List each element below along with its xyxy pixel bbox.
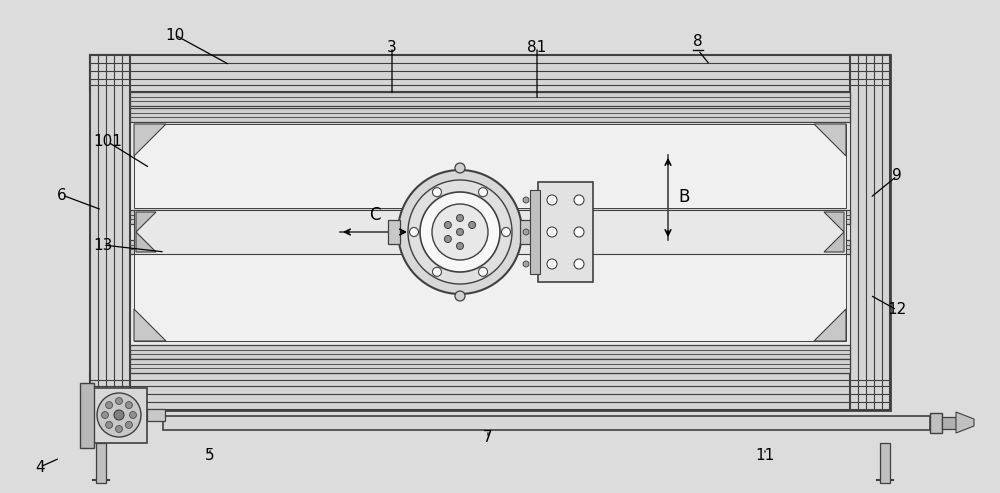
Text: 8: 8 bbox=[693, 35, 703, 49]
Text: 13: 13 bbox=[93, 238, 113, 252]
Bar bbox=[90, 55, 890, 410]
Circle shape bbox=[420, 192, 500, 272]
Circle shape bbox=[116, 425, 122, 432]
Circle shape bbox=[523, 197, 529, 203]
Circle shape bbox=[410, 227, 418, 237]
Circle shape bbox=[455, 291, 465, 301]
Circle shape bbox=[547, 259, 557, 269]
Bar bbox=[90, 373, 890, 410]
Bar bbox=[130, 92, 850, 373]
Circle shape bbox=[398, 170, 522, 294]
Polygon shape bbox=[956, 412, 974, 433]
Text: 5: 5 bbox=[205, 448, 215, 462]
Polygon shape bbox=[136, 212, 156, 232]
Text: 10: 10 bbox=[165, 28, 185, 42]
Circle shape bbox=[502, 227, 511, 237]
Circle shape bbox=[444, 236, 451, 243]
Circle shape bbox=[456, 214, 464, 221]
Circle shape bbox=[106, 422, 113, 428]
Polygon shape bbox=[814, 124, 846, 156]
Bar bbox=[134, 254, 846, 341]
Circle shape bbox=[547, 195, 557, 205]
Circle shape bbox=[125, 402, 132, 409]
Text: 101: 101 bbox=[94, 135, 122, 149]
Circle shape bbox=[106, 402, 113, 409]
Circle shape bbox=[97, 393, 141, 437]
Circle shape bbox=[455, 163, 465, 173]
Text: B: B bbox=[678, 188, 689, 206]
Bar bbox=[388, 220, 400, 244]
Circle shape bbox=[102, 412, 108, 419]
Polygon shape bbox=[134, 309, 166, 341]
Bar bbox=[96, 443, 106, 483]
Bar bbox=[134, 124, 846, 208]
Polygon shape bbox=[824, 212, 844, 232]
Text: 6: 6 bbox=[57, 187, 67, 203]
Circle shape bbox=[444, 221, 451, 228]
Bar bbox=[538, 182, 593, 282]
Text: 11: 11 bbox=[755, 448, 775, 462]
Circle shape bbox=[574, 195, 584, 205]
Text: 3: 3 bbox=[387, 39, 397, 55]
Text: 7: 7 bbox=[483, 430, 493, 446]
Circle shape bbox=[432, 204, 488, 260]
Text: C: C bbox=[369, 206, 381, 224]
Circle shape bbox=[574, 227, 584, 237]
Circle shape bbox=[479, 188, 488, 197]
Circle shape bbox=[125, 422, 132, 428]
Bar bbox=[134, 210, 846, 254]
Bar bbox=[942, 417, 956, 429]
Circle shape bbox=[456, 243, 464, 249]
Bar bbox=[530, 190, 540, 274]
Circle shape bbox=[116, 397, 122, 404]
Circle shape bbox=[479, 267, 488, 277]
Circle shape bbox=[432, 267, 442, 277]
Bar bbox=[130, 108, 850, 122]
Bar bbox=[930, 413, 942, 433]
Bar bbox=[163, 416, 930, 430]
Polygon shape bbox=[824, 232, 844, 252]
Circle shape bbox=[523, 229, 529, 235]
Bar bbox=[90, 55, 890, 92]
Bar bbox=[850, 55, 890, 410]
Bar bbox=[130, 210, 850, 224]
Bar bbox=[130, 345, 850, 359]
Polygon shape bbox=[136, 232, 156, 252]
Bar bbox=[80, 383, 94, 448]
Bar bbox=[147, 409, 165, 421]
Circle shape bbox=[523, 261, 529, 267]
Bar bbox=[130, 359, 850, 373]
Bar bbox=[130, 92, 850, 106]
Text: 81: 81 bbox=[527, 39, 547, 55]
Text: 12: 12 bbox=[887, 303, 907, 317]
Text: 9: 9 bbox=[892, 169, 902, 183]
Circle shape bbox=[547, 227, 557, 237]
Circle shape bbox=[432, 188, 442, 197]
Polygon shape bbox=[814, 309, 846, 341]
Circle shape bbox=[469, 221, 476, 228]
Circle shape bbox=[574, 259, 584, 269]
Polygon shape bbox=[134, 124, 166, 156]
Bar bbox=[880, 443, 890, 483]
Bar bbox=[130, 240, 850, 254]
Bar bbox=[92, 388, 147, 443]
Circle shape bbox=[130, 412, 136, 419]
Circle shape bbox=[408, 180, 512, 284]
Circle shape bbox=[456, 228, 464, 236]
Circle shape bbox=[114, 410, 124, 420]
Bar bbox=[90, 55, 130, 410]
Text: 4: 4 bbox=[35, 459, 45, 474]
Bar bbox=[520, 220, 532, 244]
